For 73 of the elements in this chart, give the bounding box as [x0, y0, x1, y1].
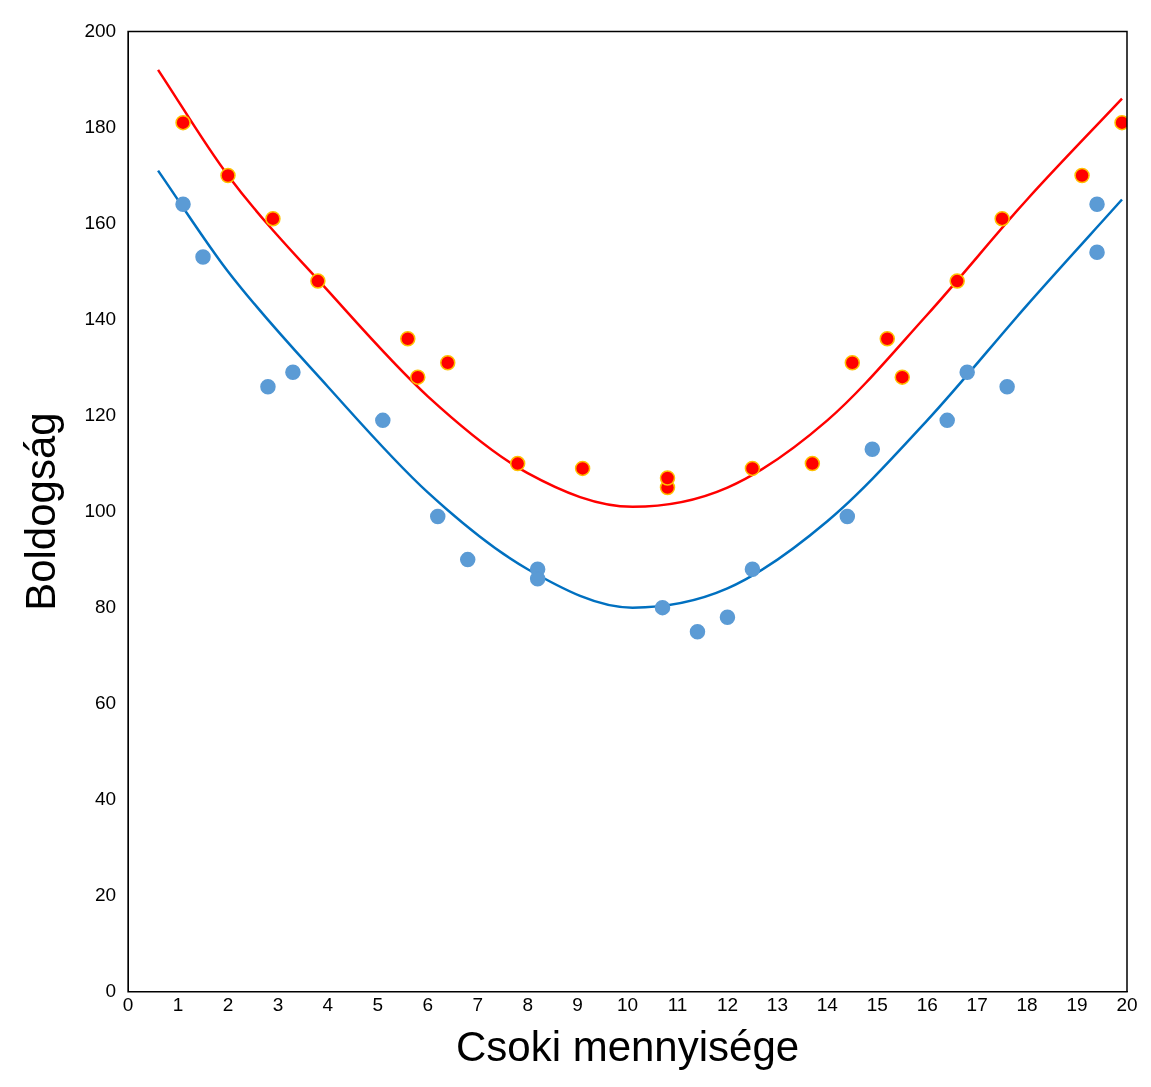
- y-tick-label: 60: [94, 691, 117, 713]
- point: [744, 561, 761, 577]
- point: [994, 210, 1010, 227]
- point: [999, 379, 1015, 395]
- x-tick-label: 2: [222, 994, 234, 1016]
- y-tick-label: 20: [94, 883, 117, 905]
- x-tick-label: 10: [616, 994, 639, 1016]
- x-tick-label: 15: [866, 994, 888, 1016]
- y-axis-title: Boldogság: [16, 412, 64, 611]
- point: [1089, 244, 1105, 261]
- x-tick-label: 12: [716, 994, 739, 1016]
- point: [509, 455, 526, 472]
- point: [265, 210, 281, 227]
- x-tick-label: 4: [322, 994, 334, 1016]
- point: [175, 114, 191, 131]
- point: [310, 273, 326, 289]
- point: [410, 369, 426, 385]
- point: [939, 412, 955, 429]
- point: [260, 379, 276, 395]
- x-tick-label: 0: [122, 994, 134, 1016]
- point: [894, 369, 910, 385]
- point: [220, 167, 236, 184]
- point: [285, 364, 301, 381]
- y-tick-label: 80: [94, 595, 117, 617]
- x-tick-label: 5: [372, 994, 384, 1016]
- x-tick-label: 13: [766, 994, 788, 1016]
- point: [864, 441, 881, 457]
- point: [375, 412, 391, 429]
- point: [529, 571, 546, 587]
- x-tick-label: 18: [1016, 994, 1038, 1016]
- point: [440, 354, 456, 371]
- point: [1074, 167, 1090, 184]
- y-tick-label: 100: [84, 499, 117, 521]
- point: [744, 460, 761, 477]
- point: [879, 330, 896, 347]
- point: [654, 599, 671, 616]
- point: [659, 470, 676, 486]
- x-tick-label: 8: [522, 994, 533, 1016]
- x-tick-label: 16: [916, 994, 938, 1016]
- line-series: [156, 169, 1124, 609]
- x-tick-label: 1: [172, 994, 184, 1016]
- y-tick-label: 200: [84, 19, 117, 41]
- point: [400, 330, 416, 347]
- x-axis-title: Csoki mennyisége: [455, 1023, 800, 1071]
- line-series: [156, 68, 1124, 509]
- x-tick-label: 9: [572, 994, 583, 1016]
- point: [175, 196, 191, 213]
- x-tick-label: 20: [1116, 994, 1138, 1016]
- point: [844, 354, 861, 371]
- y-tick-label: 0: [105, 980, 117, 1002]
- point: [689, 623, 706, 640]
- point: [949, 273, 965, 289]
- point: [430, 508, 446, 525]
- point: [804, 455, 821, 472]
- x-tick-label: 17: [966, 994, 988, 1016]
- point: [719, 609, 736, 625]
- y-tick-label: 40: [94, 787, 117, 809]
- y-tick-label: 160: [84, 211, 117, 233]
- x-tick-label: 6: [422, 994, 434, 1016]
- x-tick-label: 14: [816, 994, 839, 1016]
- y-tick-label: 120: [84, 403, 117, 425]
- point: [1089, 196, 1105, 213]
- x-tick-label: 19: [1066, 994, 1088, 1016]
- point: [195, 249, 211, 265]
- point: [839, 508, 856, 525]
- x-tick-label: 3: [272, 994, 284, 1016]
- point: [574, 460, 591, 477]
- y-tick-label: 180: [84, 115, 117, 137]
- y-tick-label: 140: [84, 307, 117, 329]
- x-tick-label: 11: [667, 994, 688, 1016]
- point: [959, 364, 975, 381]
- point: [459, 551, 476, 568]
- x-tick-label: 7: [472, 994, 483, 1016]
